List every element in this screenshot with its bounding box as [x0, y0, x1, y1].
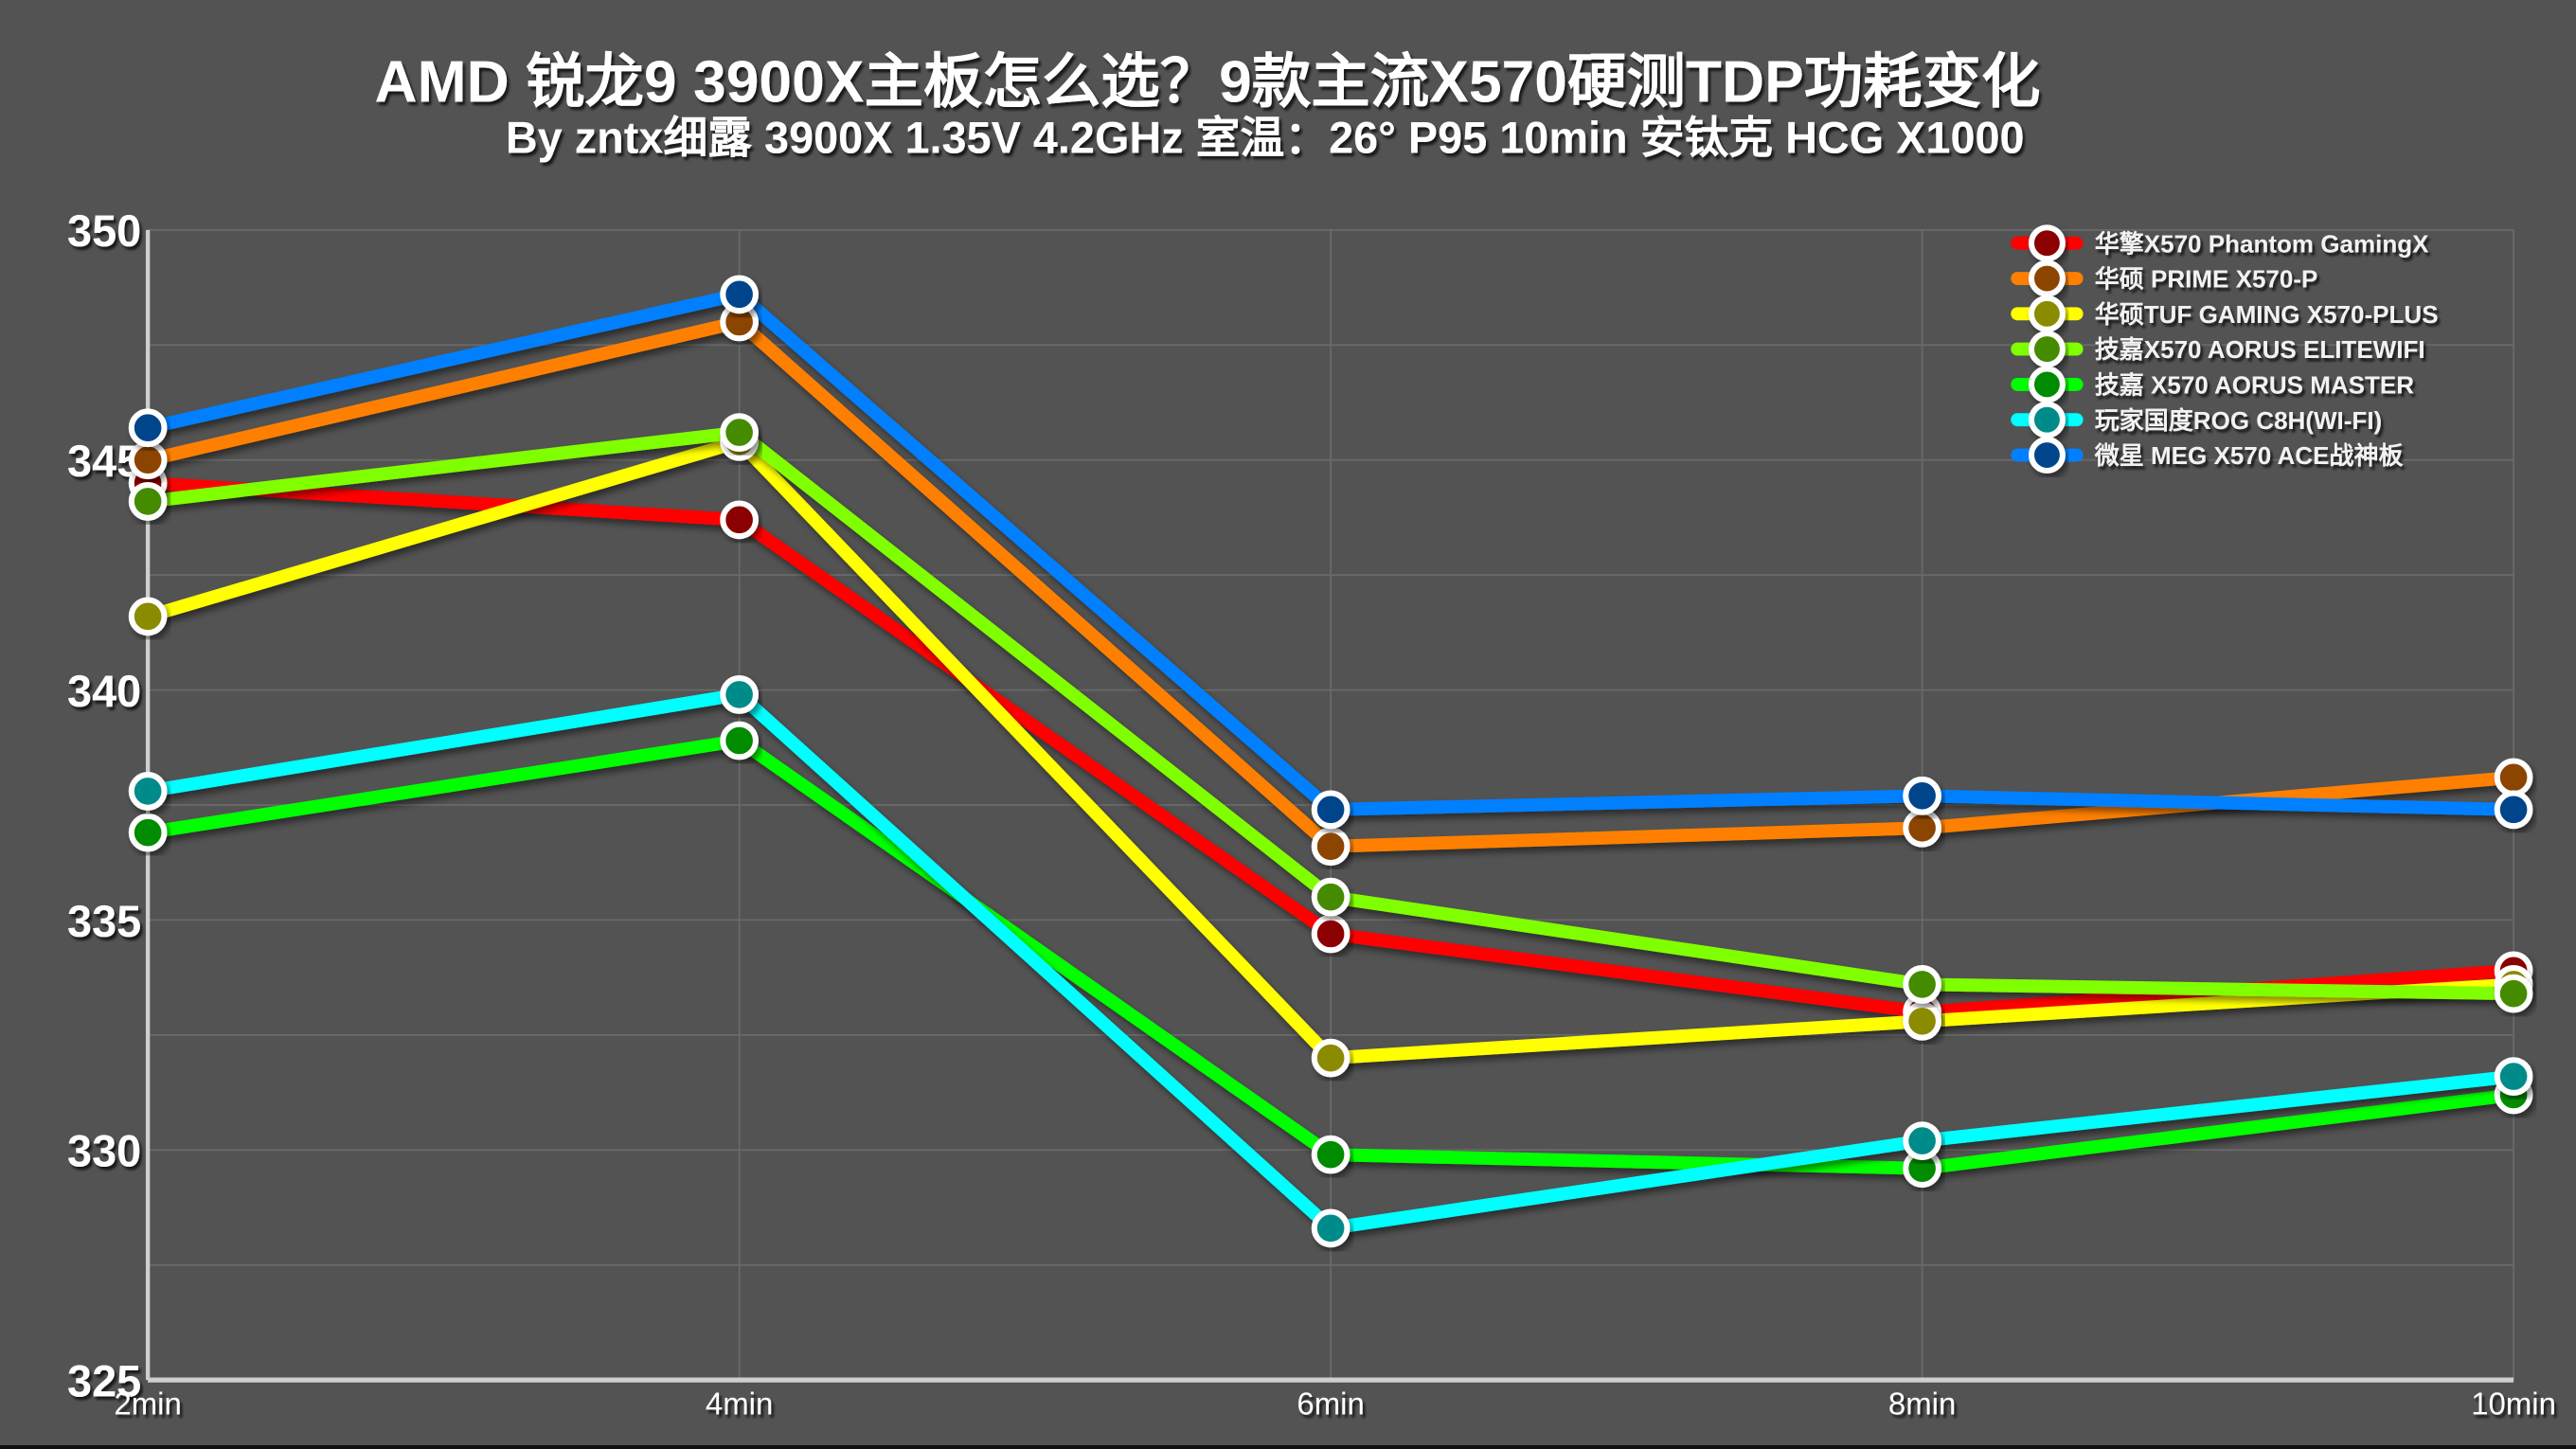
data-point-marker[interactable] [720, 275, 759, 314]
series-markers-3 [128, 413, 2533, 1013]
legend-label: 华硕 PRIME X570-P [2095, 265, 2318, 294]
legend-item[interactable]: 微星 MEG X570 ACE战神板 [2011, 436, 2405, 474]
legend-item[interactable]: 华擎X570 Phantom GamingX [2011, 224, 2429, 262]
data-point-marker[interactable] [128, 813, 168, 852]
data-point-marker[interactable] [720, 675, 759, 714]
legend-label: 华擎X570 Phantom GamingX [2095, 229, 2429, 258]
data-point-marker[interactable] [128, 597, 168, 636]
data-point-marker[interactable] [1903, 776, 1941, 815]
legend-item[interactable]: 华硕 PRIME X570-P [2011, 259, 2318, 297]
legend-label: 玩家国度ROG C8H(WI-FI) [2095, 406, 2383, 435]
data-point-marker[interactable] [720, 500, 759, 540]
y-tick-label: 330 [67, 1127, 141, 1176]
data-point-marker[interactable] [1311, 1208, 1351, 1248]
data-point-marker[interactable] [128, 408, 168, 448]
data-point-marker[interactable] [720, 721, 759, 760]
legend-marker-icon [2028, 295, 2066, 332]
data-point-marker[interactable] [1311, 1038, 1351, 1078]
legend-item[interactable]: 华硕TUF GAMING X570-PLUS [2011, 295, 2439, 332]
data-point-marker[interactable] [1311, 790, 1351, 830]
y-tick-label: 340 [67, 667, 141, 716]
x-tick-label: 10min [2471, 1386, 2556, 1422]
data-point-marker[interactable] [128, 772, 168, 811]
x-tick-label: 8min [1888, 1386, 1956, 1422]
series-markers-5 [128, 675, 2533, 1248]
y-tick-label: 325 [67, 1356, 141, 1405]
data-point-marker[interactable] [1903, 808, 1941, 848]
data-point-marker[interactable] [1903, 1001, 1941, 1041]
chart-title: AMD 锐龙9 3900X主板怎么选？9款主流X570硬测TDP功耗变化 [374, 49, 2040, 116]
legend-label: 技嘉 X570 AORUS MASTER [2095, 370, 2415, 399]
x-axis: 2min 4min 6min 8min 10min [114, 1377, 2556, 1422]
data-point-marker[interactable] [720, 413, 759, 452]
legend-marker-icon [2028, 366, 2066, 403]
data-point-marker[interactable] [128, 440, 168, 480]
data-point-marker[interactable] [128, 482, 168, 521]
data-point-marker[interactable] [1903, 965, 1941, 1004]
legend-marker-icon [2028, 401, 2066, 438]
series-markers-6 [128, 275, 2533, 830]
legend-marker-icon [2028, 224, 2066, 262]
bottom-border [0, 1445, 2576, 1449]
data-point-marker[interactable] [2494, 1057, 2533, 1096]
data-point-marker[interactable] [1311, 1135, 1351, 1174]
y-tick-label: 335 [67, 897, 141, 946]
chart-subtitle: By zntx细露 3900X 1.35V 4.2GHz 室温：26° P95 … [506, 113, 2025, 162]
series-lines [128, 275, 2533, 1248]
data-point-marker[interactable] [2494, 790, 2533, 830]
data-point-marker[interactable] [1903, 1121, 1941, 1160]
data-point-marker[interactable] [1311, 827, 1351, 867]
x-tick-label: 6min [1297, 1386, 1364, 1422]
data-point-marker[interactable] [2494, 974, 2533, 1013]
legend-item[interactable]: 技嘉X570 AORUS ELITEWIFI [2011, 331, 2425, 368]
legend-marker-icon [2028, 436, 2066, 474]
legend: 华擎X570 Phantom GamingX 华硕 PRIME X570-P 华硕T… [2011, 224, 2439, 474]
legend-label: 技嘉X570 AORUS ELITEWIFI [2095, 335, 2425, 364]
legend-marker-icon [2028, 331, 2066, 368]
x-tick-label: 4min [706, 1386, 773, 1422]
y-tick-label: 350 [67, 206, 141, 256]
legend-item[interactable]: 技嘉 X570 AORUS MASTER [2011, 366, 2415, 403]
data-point-marker[interactable] [1311, 914, 1351, 954]
legend-label: 华硕TUF GAMING X570-PLUS [2095, 300, 2439, 329]
legend-item[interactable]: 玩家国度ROG C8H(WI-FI) [2011, 401, 2383, 438]
legend-marker-icon [2028, 259, 2066, 297]
data-point-marker[interactable] [1311, 877, 1351, 917]
x-tick-label: 2min [114, 1386, 181, 1422]
data-point-marker[interactable] [2494, 758, 2533, 797]
legend-label: 微星 MEG X570 ACE战神板 [2094, 441, 2405, 470]
